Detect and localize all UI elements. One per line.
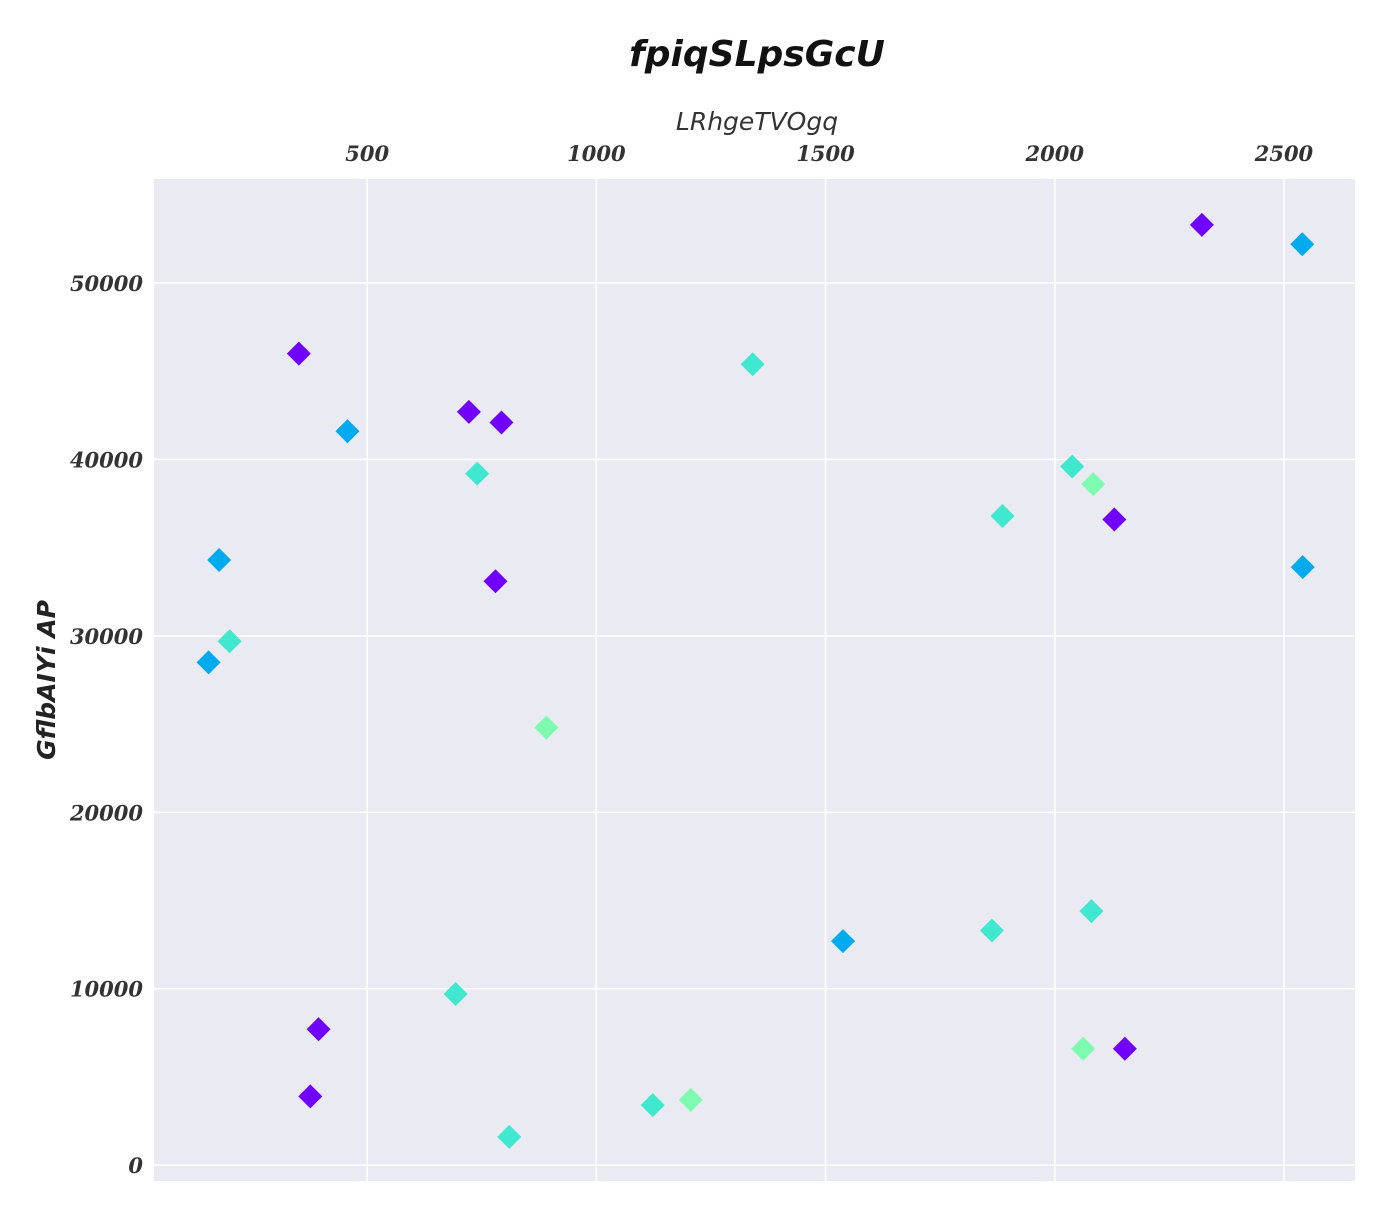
y-tick-label: 40000 [70,447,143,472]
data-points [196,212,1315,1149]
x-tick-label: 500 [345,141,389,166]
data-point-13 [1290,555,1315,580]
data-point-17 [534,715,559,740]
data-point-20 [830,929,855,954]
data-point-4 [456,399,481,424]
x-tick-label: 1500 [796,141,855,166]
data-point-16 [196,650,221,675]
y-tick-label: 10000 [70,977,143,1002]
y-tick-label: 30000 [70,624,143,649]
x-axis-label: LRhgeTVOgq [676,107,838,136]
x-tick-label: 2500 [1254,141,1314,166]
data-point-3 [740,352,765,377]
data-point-27 [640,1093,665,1118]
x-tick-label: 1000 [567,141,626,166]
data-point-25 [298,1084,323,1109]
data-point-12 [207,548,232,573]
data-point-11 [1102,507,1127,532]
chart-title: fpiqSLpsGcU [629,34,885,75]
data-point-15 [217,629,242,654]
data-point-23 [1071,1036,1096,1061]
data-point-24 [1112,1036,1137,1061]
data-point-7 [1060,454,1085,479]
data-point-19 [979,918,1004,943]
data-point-10 [990,503,1015,528]
data-point-22 [306,1017,331,1042]
y-tick-label: 0 [128,1153,143,1178]
data-point-26 [678,1087,703,1112]
data-point-8 [465,461,490,486]
data-point-6 [335,419,360,444]
y-axis-label: GflbAIYi AP [32,600,61,760]
data-point-21 [443,982,468,1007]
plot-area [154,179,1355,1181]
x-tick-label: 2000 [1025,141,1085,166]
y-axis-ticks: 0 10000 20000 30000 40000 50000 [69,271,143,1178]
x-axis-ticks: 500 1000 1500 2000 2500 [345,141,1313,166]
data-point-5 [489,410,514,435]
data-point-0 [1189,212,1214,237]
data-point-9 [1081,472,1106,497]
data-point-2 [286,341,311,366]
grid-lines [154,179,1355,1181]
y-tick-label: 50000 [70,271,143,296]
data-point-28 [497,1124,522,1149]
y-tick-label: 20000 [69,800,143,825]
data-point-14 [483,569,508,594]
data-point-18 [1079,899,1104,924]
data-point-1 [1290,232,1315,257]
